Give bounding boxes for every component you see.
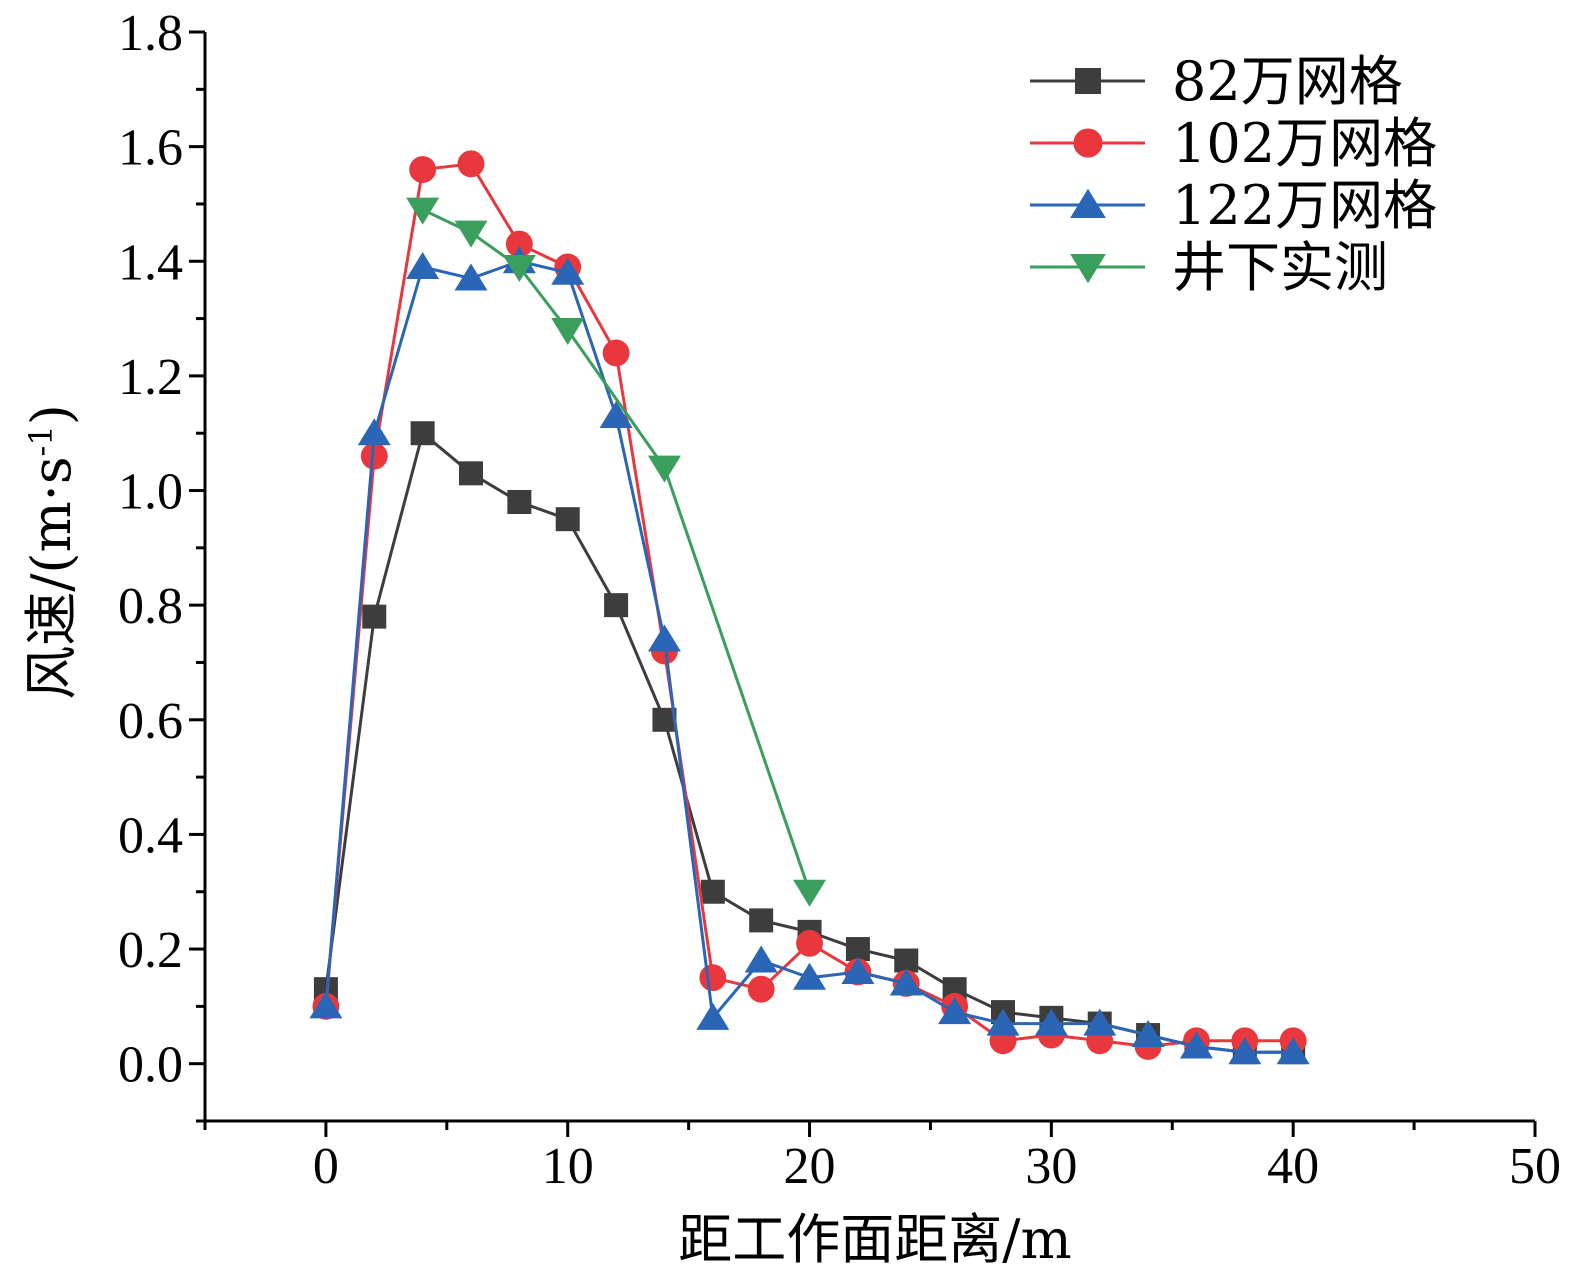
legend-label: 102万网格 <box>1172 112 1437 175</box>
series-line <box>324 162 1294 1048</box>
data-point <box>362 604 387 629</box>
y-axis-title: 风速/(m·s-1) <box>20 404 83 700</box>
data-point <box>409 156 437 183</box>
data-point <box>793 962 827 990</box>
data-point <box>647 455 681 483</box>
data-point <box>889 968 923 996</box>
data-point <box>986 1008 1020 1036</box>
data-point <box>647 624 681 652</box>
legend-marker <box>1075 68 1101 94</box>
series-4 <box>406 197 827 907</box>
y-tick-label: 1.8 <box>118 5 183 62</box>
y-tick-label: 1.4 <box>118 234 183 291</box>
y-tick-label: 0.2 <box>118 922 183 979</box>
data-point <box>604 593 629 618</box>
y-axis-title-close: ) <box>20 404 83 425</box>
data-point <box>551 257 585 285</box>
y-tick-label: 0.4 <box>118 807 183 864</box>
y-tick-label: 1.6 <box>118 120 183 177</box>
series-line <box>324 431 1294 1054</box>
y-tick-label: 0.0 <box>118 1037 183 1094</box>
y-tick-label: 1.2 <box>118 349 183 406</box>
y-tick-label: 1.0 <box>118 464 183 521</box>
data-point <box>796 929 823 957</box>
legend-item: 82万网格 <box>1030 50 1403 113</box>
axes <box>203 32 1535 1123</box>
data-point <box>749 908 774 933</box>
data-point <box>457 150 485 178</box>
series-line <box>421 208 811 893</box>
data-point <box>454 220 488 248</box>
data-point <box>1083 1008 1117 1036</box>
legend-marker <box>1073 128 1103 158</box>
data-point <box>505 230 533 258</box>
legend-item: 井下实测 <box>1030 236 1388 299</box>
x-ticks: 0 10 20 30 40 50 <box>203 1121 1561 1195</box>
data-point <box>410 421 435 446</box>
y-axis-title-superscript: -1 <box>22 425 60 456</box>
y-tick-label: 0.8 <box>118 578 183 635</box>
data-point <box>1034 1008 1068 1036</box>
legend-label: 82万网格 <box>1172 50 1403 113</box>
data-point <box>1276 1037 1310 1065</box>
y-tick-label: 0.6 <box>118 693 183 750</box>
data-point <box>360 442 388 470</box>
x-axis-title: 距工作面距离/m <box>678 1208 1071 1271</box>
data-point <box>841 956 875 984</box>
data-point <box>938 997 972 1025</box>
data-point <box>459 461 483 486</box>
x-tick-label: 20 <box>784 1138 836 1195</box>
data-point <box>699 964 727 992</box>
data-point <box>555 507 580 532</box>
y-axis-title-main: 风速/(m·s <box>20 456 83 699</box>
legend-item: 122万网格 <box>1030 174 1437 237</box>
data-point <box>602 339 630 367</box>
x-tick-label: 0 <box>313 1138 339 1195</box>
data-point <box>454 263 488 291</box>
data-point <box>406 251 440 279</box>
data-point <box>406 197 440 225</box>
data-point <box>1131 1020 1165 1048</box>
data-point <box>747 975 775 1003</box>
data-point <box>551 318 585 346</box>
data-point <box>793 879 827 907</box>
x-tick-label: 10 <box>542 1138 594 1195</box>
data-point <box>507 489 532 514</box>
series-layer <box>309 150 1310 1065</box>
data-point <box>599 401 633 429</box>
legend-label: 122万网格 <box>1172 174 1437 237</box>
data-point <box>744 945 778 973</box>
x-tick-label: 30 <box>1025 1138 1077 1195</box>
legend-item: 102万网格 <box>1030 112 1437 175</box>
data-point <box>357 418 391 446</box>
data-point <box>309 991 343 1019</box>
data-point <box>696 1002 730 1030</box>
y-ticks: 0.0 0.2 0.4 0.6 0.8 1.0 1.2 1.4 1.6 1.8 <box>118 5 205 1123</box>
legend-marker <box>1070 254 1106 284</box>
data-point <box>502 254 536 282</box>
data-point <box>1179 1031 1213 1059</box>
data-point <box>700 879 725 904</box>
legend-label: 井下实测 <box>1172 236 1388 299</box>
data-point <box>1228 1037 1262 1065</box>
x-tick-label: 50 <box>1509 1138 1561 1195</box>
legend-marker <box>1070 188 1106 218</box>
x-tick-label: 40 <box>1267 1138 1319 1195</box>
